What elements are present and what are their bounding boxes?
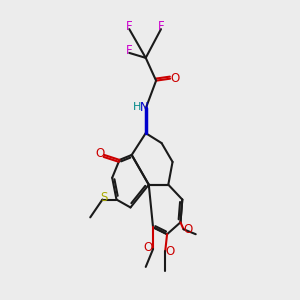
Text: F: F — [126, 20, 133, 33]
Text: N: N — [140, 101, 149, 114]
Text: O: O — [170, 72, 179, 85]
Text: O: O — [184, 223, 193, 236]
Text: S: S — [100, 191, 107, 204]
Text: O: O — [165, 244, 174, 258]
Text: O: O — [144, 242, 153, 254]
Text: F: F — [126, 44, 133, 57]
Text: H: H — [132, 102, 141, 112]
Text: F: F — [158, 20, 164, 33]
Text: O: O — [95, 147, 104, 160]
